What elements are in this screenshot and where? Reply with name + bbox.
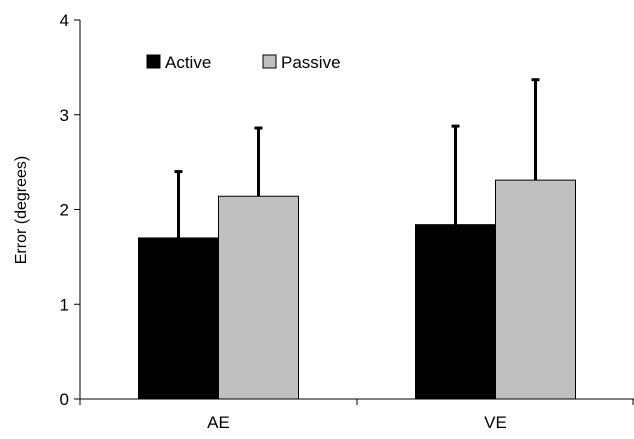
legend: Active Passive [146, 53, 341, 72]
legend-swatch-active [146, 54, 161, 69]
legend-label-passive: Passive [281, 53, 341, 72]
y-tick-label-3: 3 [60, 106, 69, 125]
y-tick-label-4: 4 [60, 11, 69, 30]
legend-swatch-passive [262, 54, 277, 69]
error-bars-layer [174, 78, 540, 238]
y-tick-label-1: 1 [60, 295, 69, 314]
x-tick-label-ve: VE [484, 413, 507, 432]
x-tick-label-ae: AE [207, 413, 230, 432]
axes-layer: AE VE 0 1 2 3 4 [60, 11, 634, 432]
bars-layer [138, 179, 576, 400]
y-tick-label-2: 2 [60, 201, 69, 220]
legend-label-active: Active [165, 53, 211, 72]
y-axis-title: Error (degrees) [13, 156, 30, 264]
bar-passive-ae [218, 195, 299, 400]
y-tick-label-0: 0 [60, 390, 69, 409]
bar-active-ve [415, 224, 496, 400]
bar-active-ae [138, 237, 219, 400]
bar-passive-ve [495, 179, 576, 400]
